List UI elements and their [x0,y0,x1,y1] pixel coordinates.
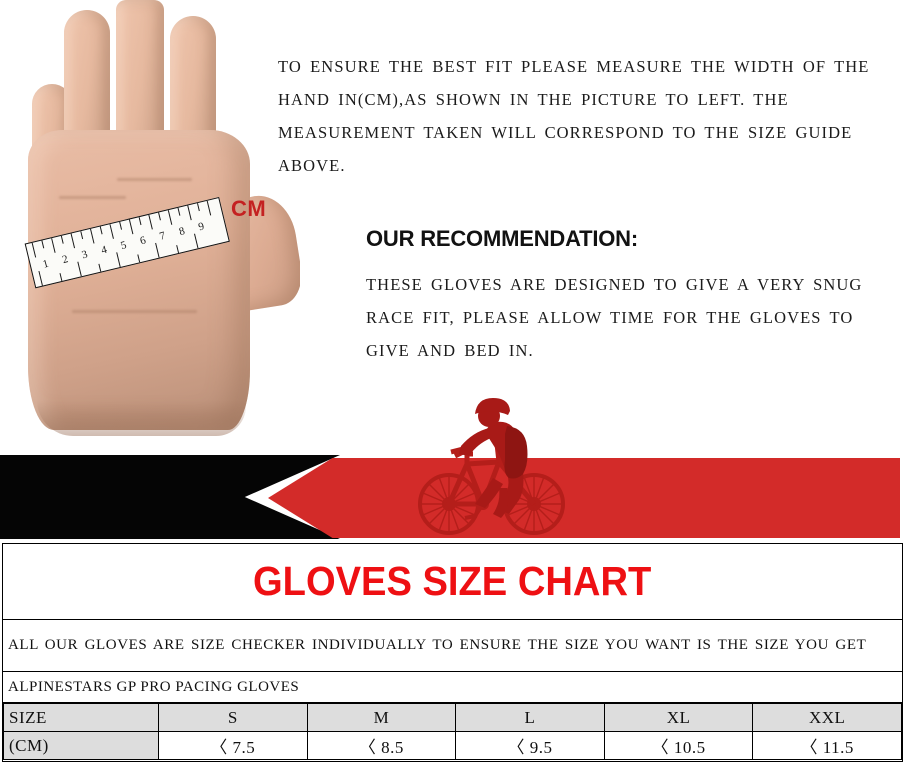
tape-number: 7 [158,229,167,243]
size-cell-xxl: XXL [752,703,902,732]
cm-cell-xxl: 〈 11.5 [752,731,902,760]
product-name: ALPINESTARS GP PRO PACING GLOVES [8,678,300,695]
tape-number: 1 [41,257,51,271]
cm-cell-m: 〈 8.5 [306,731,457,760]
table-row: (CM) 〈 7.5 〈 8.5 〈 9.5 〈 10.5 〈 11.5 [3,731,902,760]
intro-paragraph: TO ENSURE THE BEST FIT PLEASE MEASURE TH… [278,57,870,175]
recommendation-body: THESE GLOVES ARE DESIGNED TO GIVE A VERY… [366,275,863,360]
tape-number: 4 [99,243,109,257]
tape-number: 2 [60,253,70,267]
size-cell-l: L [455,703,605,732]
chart-title-row: GLOVES SIZE CHART [3,544,902,620]
banner-red-arrow-band [268,458,900,538]
decorative-banner [0,452,907,542]
cm-cell-l: 〈 9.5 [455,731,605,760]
size-table: SIZE S M L XL XXL (CM) 〈 7.5 〈 8.5 〈 9.5… [3,703,902,760]
chart-note-row: ALL OUR GLOVES ARE SIZE CHECKER INDIVIDU… [3,620,902,672]
gloves-size-chart: GLOVES SIZE CHART ALL OUR GLOVES ARE SIZ… [2,543,903,762]
hand-measurement-photo: 1 2 3 4 5 6 7 8 9 CM [0,0,300,450]
size-cell-m: M [306,703,457,732]
tape-number: 3 [80,248,89,262]
cm-cell-xl: 〈 10.5 [603,731,754,760]
cm-cell-s: 〈 7.5 [158,731,308,760]
cm-row-label: (CM) [3,731,159,760]
tape-number: 5 [119,239,128,253]
cm-unit-label: CM [231,196,267,221]
table-row: SIZE S M L XL XXL [3,703,902,732]
size-cell-s: S [158,703,308,732]
page-title: GLOVES SIZE CHART [253,558,652,604]
recommendation-heading: OUR RECOMMENDATION: [366,226,638,251]
cyclist-silhouette-icon [418,398,565,535]
tape-number: 6 [138,234,148,248]
size-cell-xl: XL [603,703,754,732]
chart-note: ALL OUR GLOVES ARE SIZE CHECKER INDIVIDU… [8,637,867,653]
size-row-label: SIZE [3,703,159,732]
tape-number: 9 [197,220,206,234]
chart-product-row: ALPINESTARS GP PRO PACING GLOVES [3,672,902,703]
tape-number: 8 [177,225,187,239]
